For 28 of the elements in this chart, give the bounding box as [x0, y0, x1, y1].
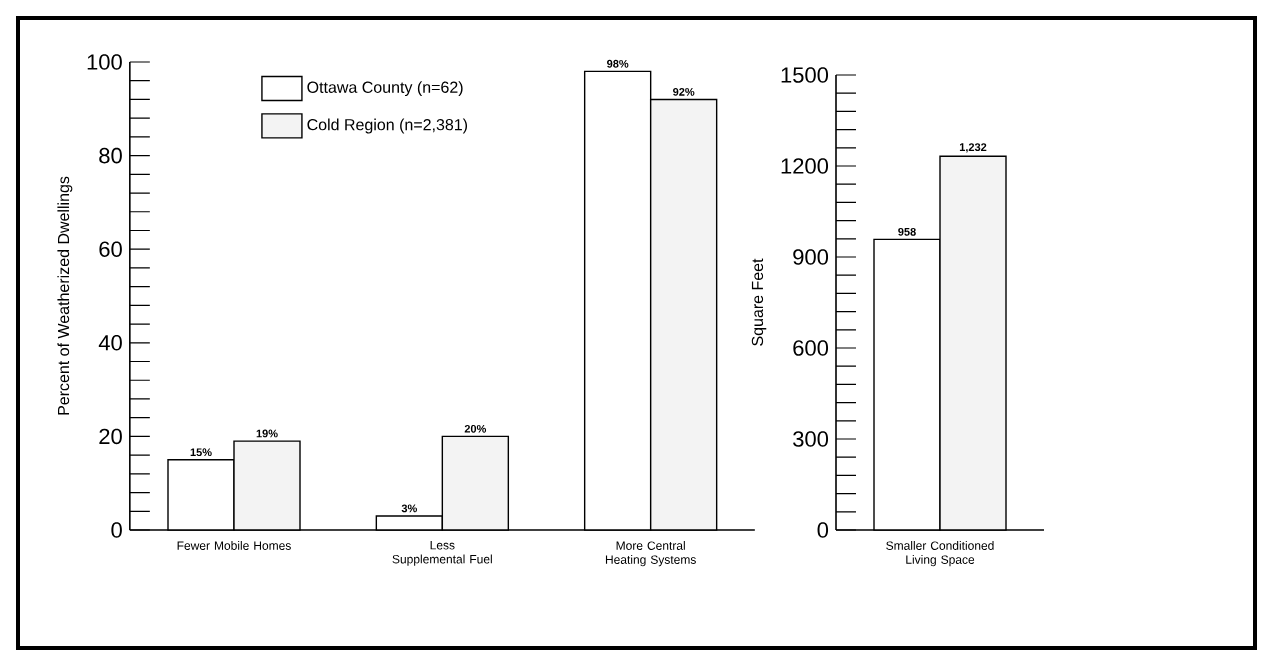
legend-label: Ottawa County (n=62) — [307, 81, 463, 97]
y-axis-title: Percent of Weatherized Dwellings — [57, 176, 73, 415]
y-tick-label: 80 — [99, 147, 122, 164]
data-label: 20% — [464, 424, 487, 433]
y-tick-label: 60 — [99, 241, 122, 257]
data-label: 3% — [401, 504, 417, 513]
y-tick-label: 0 — [111, 522, 122, 538]
y-axis-title: Square Feet — [751, 258, 767, 346]
y-tick-label: 100 — [87, 54, 122, 70]
x-tick-label: Less Supplemental Fuel — [392, 541, 492, 566]
y-tick-label: 300 — [793, 431, 829, 447]
data-label: 1,232 — [959, 143, 987, 153]
x-tick-label: More Central Heating Systems — [605, 541, 696, 567]
data-label: 98% — [607, 59, 629, 68]
y-tick-label: 20 — [99, 428, 122, 445]
legend-label: Cold Region (n=2,381) — [307, 118, 468, 134]
y-tick-label: 1200 — [781, 158, 829, 174]
x-tick-label: Fewer Mobile Homes — [177, 541, 291, 550]
data-label: 92% — [673, 87, 695, 96]
data-label: 19% — [256, 429, 278, 438]
data-label: 958 — [898, 227, 916, 236]
data-label: 15% — [190, 448, 212, 457]
y-tick-label: 1500 — [781, 67, 829, 83]
y-tick-label: 40 — [98, 335, 122, 351]
y-tick-label: 0 — [817, 522, 829, 538]
x-tick-label: Smaller Conditioned Living Space — [886, 541, 994, 567]
y-tick-label: 900 — [793, 249, 829, 265]
y-tick-label: 600 — [793, 340, 829, 356]
